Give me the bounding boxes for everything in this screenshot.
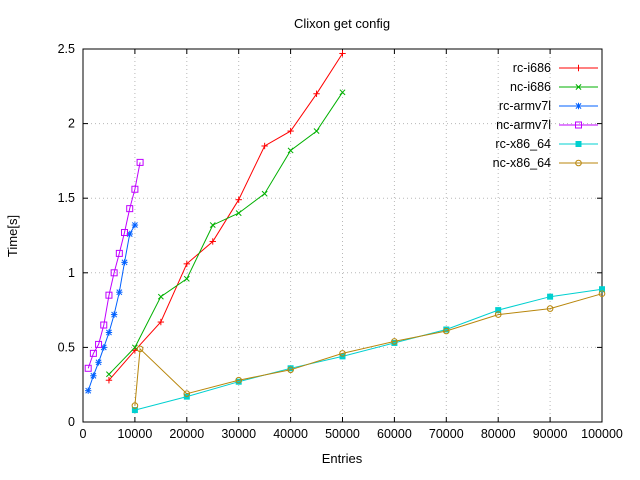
y-tick-label: 2.5 (58, 42, 75, 56)
series-line-nc-x86_64 (134, 293, 603, 406)
series-line-nc-i686 (108, 92, 343, 375)
legend-label-rc-x86_64: rc-x86_64 (495, 137, 551, 151)
x-tick-label: 50000 (325, 427, 360, 441)
series-line-nc-armv7l (87, 162, 141, 369)
legend: rc-i686 nc-i686 rc-armv7l nc-armv7l rc-x86_6… (493, 61, 598, 170)
series-rc-armv7l (84, 221, 139, 394)
series-line-rc-x86_64 (134, 288, 603, 411)
x-tick-label: 40000 (273, 427, 308, 441)
x-tick-label: 100000 (581, 427, 623, 441)
series-nc-armv7l (84, 158, 144, 372)
legend-label-nc-armv7l: nc-armv7l (496, 118, 551, 132)
y-tick-label: 1 (68, 266, 75, 280)
x-tick-label: 10000 (118, 427, 153, 441)
plot-area: 0 10000 20000 30000 40000 50000 60000 70000 8000… (58, 42, 623, 441)
y-tick-label: 0.5 (58, 340, 75, 354)
y-tick-label: 2 (68, 117, 75, 131)
axis-ticks (82, 48, 603, 423)
x-tick-label: 70000 (429, 427, 464, 441)
x-tick-label: 90000 (533, 427, 568, 441)
legend-label-rc-i686: rc-i686 (513, 61, 551, 75)
series-nc-i686 (105, 89, 346, 378)
series-rc-i686 (105, 50, 346, 384)
legend-label-rc-armv7l: rc-armv7l (499, 99, 551, 113)
series-rc-x86_64 (131, 286, 605, 414)
chart-title: Clixon get config (294, 16, 390, 31)
y-tick-label: 1.5 (58, 191, 75, 205)
x-tick-label: 30000 (221, 427, 256, 441)
axis-tick-labels: 0 10000 20000 30000 40000 50000 60000 70000 8000… (58, 42, 623, 441)
legend-label-nc-i686: nc-i686 (510, 80, 551, 94)
x-tick-label: 20000 (169, 427, 204, 441)
x-tick-label: 0 (80, 427, 87, 441)
x-tick-label: 60000 (377, 427, 412, 441)
x-tick-label: 80000 (481, 427, 516, 441)
y-axis-label: Time[s] (5, 215, 20, 257)
x-axis-label: Entries (322, 451, 363, 466)
y-tick-label: 0 (68, 415, 75, 429)
series-line-rc-armv7l (87, 224, 136, 391)
legend-label-nc-x86_64: nc-x86_64 (493, 156, 551, 170)
series-line-rc-i686 (108, 53, 343, 381)
series-nc-x86_64 (131, 290, 606, 409)
